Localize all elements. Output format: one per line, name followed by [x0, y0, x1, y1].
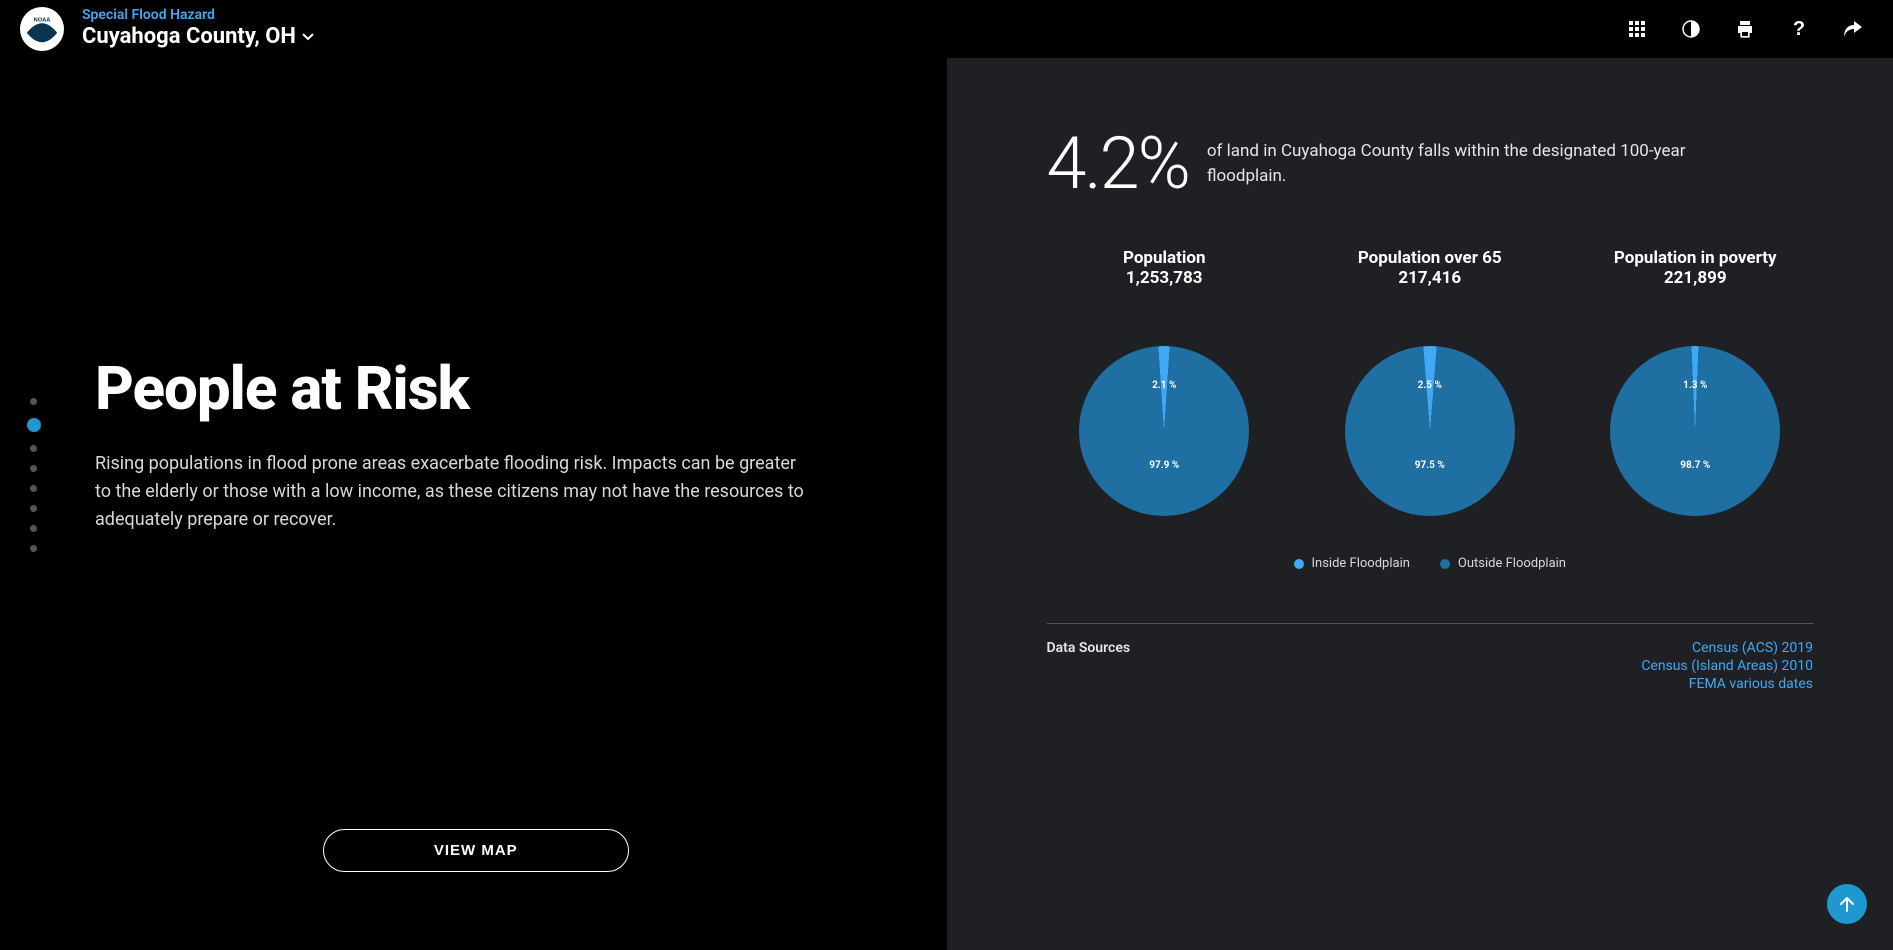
legend-inside: Inside Floodplain — [1294, 556, 1410, 571]
right-pane: 4.2% of land in Cuyahoga County falls wi… — [947, 58, 1893, 950]
help-icon[interactable]: ? — [1789, 19, 1809, 39]
stat-value: 4.2% — [1047, 128, 1189, 200]
pie-outside-pct: 97.9 % — [1149, 460, 1179, 471]
chevron-down-icon — [302, 29, 314, 46]
contrast-icon[interactable] — [1681, 19, 1701, 39]
data-sources-title: Data Sources — [1047, 640, 1131, 692]
legend-outside: Outside Floodplain — [1440, 556, 1566, 571]
page-nav-dots — [30, 398, 41, 552]
pie-value: 221,899 — [1614, 268, 1777, 288]
pie-outside-pct: 98.7 % — [1680, 460, 1710, 471]
svg-text:?: ? — [1793, 19, 1805, 39]
nav-dot[interactable] — [30, 485, 37, 492]
header-subtitle[interactable]: Special Flood Hazard — [82, 7, 314, 24]
header-location: Cuyahoga County, OH — [82, 24, 296, 50]
legend-inside-label: Inside Floodplain — [1312, 556, 1410, 571]
app-header: NOAA Special Flood Hazard Cuyahoga Count… — [0, 0, 1893, 58]
pie-header: Population in poverty221,899 — [1614, 248, 1777, 288]
pie-graphic: 2.5 % 97.5 % — [1345, 346, 1515, 516]
nav-dot[interactable] — [30, 465, 37, 472]
stat-caption: of land in Cuyahoga County falls within … — [1207, 139, 1727, 190]
nav-dot[interactable] — [30, 505, 37, 512]
share-icon[interactable] — [1843, 19, 1863, 39]
pie-graphic: 1.3 % 98.7 % — [1610, 346, 1780, 516]
left-pane: People at Risk Rising populations in flo… — [0, 58, 947, 950]
data-sources-links: Census (ACS) 2019 Census (Island Areas) 2… — [1641, 640, 1813, 692]
nav-dot[interactable] — [27, 418, 41, 432]
pie-header: Population1,253,783 — [1123, 248, 1206, 288]
scroll-top-button[interactable] — [1827, 884, 1867, 924]
nav-dot[interactable] — [30, 545, 37, 552]
section-title: People at Risk — [95, 353, 815, 424]
nav-dot[interactable] — [30, 398, 37, 405]
legend-swatch-outside — [1440, 559, 1450, 569]
pie-label: Population over 65 — [1358, 248, 1502, 268]
legend-swatch-inside — [1294, 559, 1304, 569]
pie-graphic: 2.1 % 97.9 % — [1079, 346, 1249, 516]
pie-header: Population over 65217,416 — [1358, 248, 1502, 288]
pie-inside-pct: 2.5 % — [1418, 380, 1442, 391]
pie-label: Population in poverty — [1614, 248, 1777, 268]
data-source-link[interactable]: Census (ACS) 2019 — [1641, 640, 1813, 656]
divider — [1047, 623, 1814, 624]
data-sources: Data Sources Census (ACS) 2019 Census (Is… — [1047, 640, 1814, 692]
pie-chart: Population in poverty221,899 1.3 % 98.7 % — [1595, 248, 1795, 516]
data-source-link[interactable]: FEMA various dates — [1641, 676, 1813, 692]
chart-legend: Inside Floodplain Outside Floodplain — [1047, 556, 1814, 571]
pie-inside-pct: 2.1 % — [1152, 380, 1176, 391]
pie-chart: Population1,253,783 2.1 % 97.9 % — [1064, 248, 1264, 516]
pie-label: Population — [1123, 248, 1206, 268]
pie-value: 1,253,783 — [1123, 268, 1206, 288]
svg-text:NOAA: NOAA — [34, 17, 51, 23]
headline-stat: 4.2% of land in Cuyahoga County falls wi… — [1047, 128, 1814, 200]
pie-charts-row: Population1,253,7832.1 %97.9 %Population… — [1047, 248, 1814, 516]
nav-dot[interactable] — [30, 445, 37, 452]
noaa-logo[interactable]: NOAA — [20, 7, 64, 51]
header-titles: Special Flood Hazard Cuyahoga County, OH — [82, 7, 314, 50]
view-map-button[interactable]: VIEW MAP — [323, 829, 629, 872]
location-selector[interactable]: Cuyahoga County, OH — [82, 24, 314, 50]
header-actions: ? — [1627, 19, 1863, 39]
section-body: Rising populations in flood prone areas … — [95, 450, 815, 534]
arrow-up-icon — [1839, 896, 1855, 912]
print-icon[interactable] — [1735, 19, 1755, 39]
pie-value: 217,416 — [1358, 268, 1502, 288]
legend-outside-label: Outside Floodplain — [1458, 556, 1566, 571]
data-source-link[interactable]: Census (Island Areas) 2010 — [1641, 658, 1813, 674]
nav-dot[interactable] — [30, 525, 37, 532]
pie-outside-pct: 97.5 % — [1415, 460, 1445, 471]
pie-inside-pct: 1.3 % — [1683, 380, 1707, 391]
pie-chart: Population over 65217,416 2.5 % 97.5 % — [1330, 248, 1530, 516]
apps-icon[interactable] — [1627, 19, 1647, 39]
